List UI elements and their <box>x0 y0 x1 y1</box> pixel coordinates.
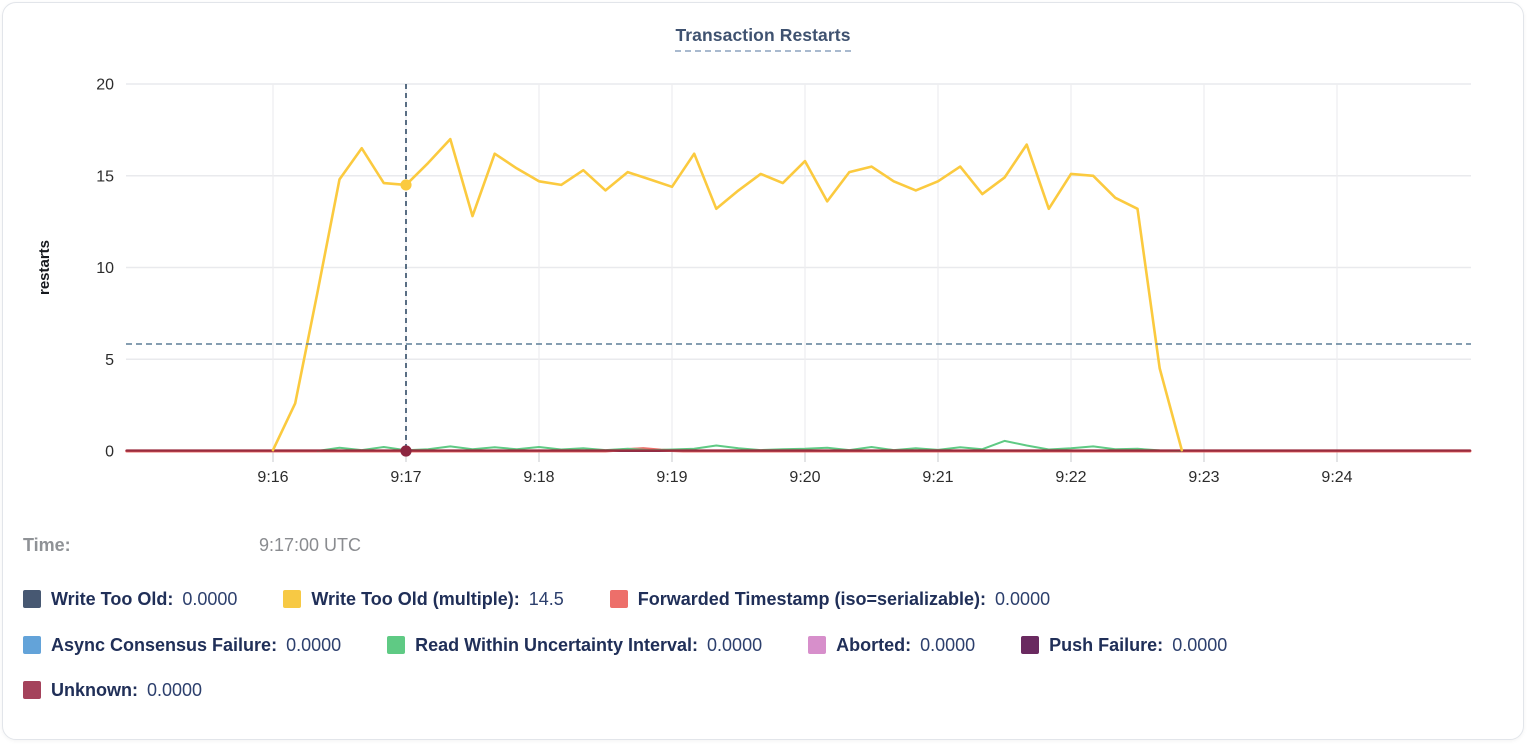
legend-label: Aborted: <box>836 634 912 655</box>
y-tick-label: 10 <box>96 260 114 277</box>
legend-value: 0.0000 <box>707 634 763 655</box>
legend-value: 0.0000 <box>1172 634 1228 655</box>
legend-swatch <box>609 590 628 608</box>
legend-swatch <box>387 636 406 654</box>
hover-point-dot <box>400 445 412 457</box>
legend-row-1: Write Too Old: 0.0000 Write Too Old (multi… <box>23 587 1507 611</box>
legend-value: 0.0000 <box>147 679 203 700</box>
transaction-restarts-chart[interactable]: 0 5 10 15 20 9:16 9:17 9:18 9:19 9:20 9:21 9:22 9:23… <box>3 3 1523 515</box>
legend-swatch <box>1021 636 1040 654</box>
hover-point-dot <box>400 179 412 191</box>
legend-item: Unknown: 0.0000 <box>23 680 202 701</box>
legend-swatch <box>808 636 827 654</box>
series-lines <box>125 137 1472 453</box>
y-axis-label: restarts <box>36 240 53 295</box>
time-label: Time: <box>23 535 71 555</box>
x-tick-label: 9:16 <box>257 469 288 486</box>
chart-header: Transaction Restarts <box>3 25 1523 52</box>
x-tick-label: 9:17 <box>390 469 421 486</box>
time-value: 9:17:00 UTC <box>259 535 362 555</box>
axis-labels: 0 5 10 15 20 9:16 9:17 9:18 9:19 9:20 9:21 9:22 9:23… <box>36 77 1353 487</box>
legend-value: 0.0000 <box>920 634 976 655</box>
y-tick-label: 20 <box>96 77 114 94</box>
y-tick-label: 15 <box>96 168 114 185</box>
legend-row-2: Async Consensus Failure: 0.0000 Read Withi… <box>23 633 1507 657</box>
legend-item: Write Too Old: 0.0000 <box>23 589 237 610</box>
legend-row-3: Unknown: 0.0000 <box>23 678 1507 702</box>
legend-value: 0.0000 <box>182 588 238 609</box>
legend-item: Async Consensus Failure: 0.0000 <box>23 635 341 656</box>
legend-label: Async Consensus Failure: <box>51 634 278 655</box>
legend-label: Forwarded Timestamp (iso=serializable): <box>637 588 987 609</box>
legend-value: 14.5 <box>528 588 564 609</box>
legend-label: Write Too Old: <box>51 588 174 609</box>
series-line-read-within-uncertainty-interval <box>316 439 1183 452</box>
crosshair <box>126 84 1471 457</box>
legend-item: Read Within Uncertainty Interval: 0.0000 <box>387 635 762 656</box>
gridlines <box>126 83 1471 462</box>
legend-item: Write Too Old (multiple): 14.5 <box>283 588 564 610</box>
x-tick-label: 9:19 <box>656 469 687 486</box>
x-tick-label: 9:18 <box>523 469 554 486</box>
hover-time-row: Time: 9:17:00 UTC <box>3 535 1523 559</box>
legend-label: Read Within Uncertainty Interval: <box>415 634 699 655</box>
legend-swatch <box>23 590 41 608</box>
legend-label: Unknown: <box>51 679 138 700</box>
legend-swatch <box>23 681 41 699</box>
legend-value: 0.0000 <box>286 634 342 655</box>
legend-swatch <box>23 636 41 654</box>
x-tick-label: 9:23 <box>1188 469 1219 486</box>
legend-item: Aborted: 0.0000 <box>808 635 975 656</box>
legend-label: Push Failure: <box>1049 634 1164 655</box>
legend-label: Write Too Old (multiple): <box>311 588 520 609</box>
chart-title[interactable]: Transaction Restarts <box>675 25 851 52</box>
series-line-write-too-old-multiple <box>271 137 1184 452</box>
x-tick-label: 9:24 <box>1321 469 1352 486</box>
legend-swatch <box>283 590 302 608</box>
x-tick-label: 9:21 <box>922 469 953 486</box>
y-tick-label: 5 <box>105 352 114 369</box>
legend-item: Forwarded Timestamp (iso=serializable): 0… <box>609 588 1051 610</box>
x-tick-label: 9:22 <box>1055 469 1086 486</box>
legend-item: Push Failure: 0.0000 <box>1021 635 1227 656</box>
y-tick-label: 0 <box>105 444 114 461</box>
x-tick-label: 9:20 <box>789 469 820 486</box>
legend-value: 0.0000 <box>995 588 1051 609</box>
